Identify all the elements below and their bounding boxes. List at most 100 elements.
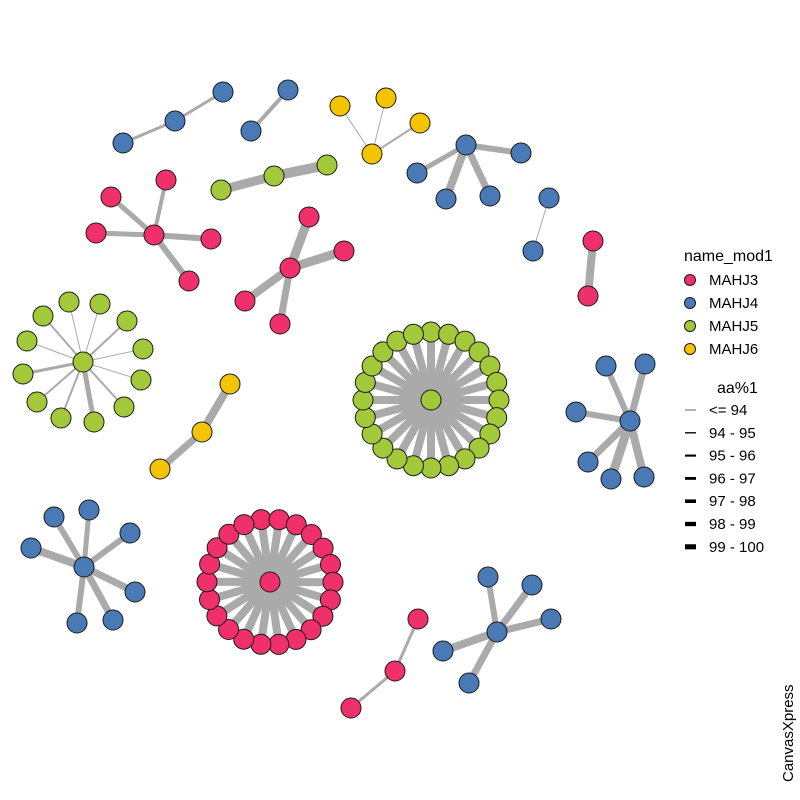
graph-node-mahj4[interactable] bbox=[595, 355, 617, 377]
edge-legend-item[interactable]: <= 94 bbox=[685, 402, 747, 419]
graph-node-mahj3[interactable] bbox=[300, 619, 322, 641]
graph-node-mahj5[interactable] bbox=[72, 351, 94, 373]
graph-node-mahj3[interactable] bbox=[196, 571, 218, 593]
graph-node-mahj5[interactable] bbox=[352, 389, 374, 411]
edge-legend-item[interactable]: 96 - 97 bbox=[685, 470, 756, 487]
graph-node-mahj3[interactable] bbox=[582, 230, 604, 252]
graph-node-mahj4[interactable] bbox=[43, 506, 65, 528]
graph-node-mahj4[interactable] bbox=[577, 451, 599, 473]
graph-node-mahj5[interactable] bbox=[372, 437, 394, 459]
node-legend-item[interactable]: MAHJ5 bbox=[684, 318, 759, 335]
graph-node-mahj5[interactable] bbox=[454, 330, 476, 352]
graph-node-mahj6[interactable] bbox=[219, 373, 241, 395]
edge-legend-item[interactable]: 97 - 98 bbox=[685, 493, 756, 510]
graph-node-mahj3[interactable] bbox=[233, 514, 255, 536]
graph-node-mahj4[interactable] bbox=[633, 466, 655, 488]
graph-node-mahj4[interactable] bbox=[479, 185, 501, 207]
graph-node-mahj5[interactable] bbox=[16, 330, 38, 352]
graph-node-mahj4[interactable] bbox=[634, 353, 656, 375]
graph-node-mahj5[interactable] bbox=[488, 389, 510, 411]
graph-node-mahj5[interactable] bbox=[26, 391, 48, 413]
graph-node-mahj4[interactable] bbox=[486, 621, 508, 643]
graph-node-mahj3[interactable] bbox=[312, 605, 334, 627]
graph-node-mahj5[interactable] bbox=[468, 341, 490, 363]
graph-node-mahj3[interactable] bbox=[155, 169, 177, 191]
graph-node-mahj4[interactable] bbox=[455, 134, 477, 156]
graph-node-mahj3[interactable] bbox=[233, 628, 255, 650]
graph-node-mahj5[interactable] bbox=[402, 323, 424, 345]
graph-node-mahj4[interactable] bbox=[78, 499, 100, 521]
graph-node-mahj4[interactable] bbox=[20, 537, 42, 559]
graph-node-mahj3[interactable] bbox=[384, 660, 406, 682]
node-legend-item[interactable]: MAHJ4 bbox=[684, 295, 759, 312]
graph-node-mahj4[interactable] bbox=[277, 79, 299, 101]
graph-node-mahj3[interactable] bbox=[340, 697, 362, 719]
graph-node-mahj4[interactable] bbox=[538, 187, 560, 209]
graph-node-mahj5[interactable] bbox=[361, 355, 383, 377]
graph-node-mahj3[interactable] bbox=[300, 524, 322, 545]
graph-node-mahj3[interactable] bbox=[218, 523, 240, 545]
graph-node-mahj4[interactable] bbox=[164, 110, 186, 132]
graph-node-mahj5[interactable] bbox=[420, 389, 442, 411]
graph-node-mahj5[interactable] bbox=[263, 165, 285, 187]
graph-node-mahj3[interactable] bbox=[259, 571, 281, 593]
graph-node-mahj6[interactable] bbox=[409, 112, 431, 134]
graph-node-mahj4[interactable] bbox=[112, 132, 134, 154]
graph-node-mahj3[interactable] bbox=[100, 186, 122, 208]
graph-node-mahj4[interactable] bbox=[432, 640, 454, 662]
graph-node-mahj3[interactable] bbox=[333, 240, 355, 262]
graph-node-mahj4[interactable] bbox=[477, 566, 499, 588]
graph-node-mahj4[interactable] bbox=[435, 188, 457, 210]
graph-node-mahj5[interactable] bbox=[50, 407, 72, 429]
graph-node-mahj5[interactable] bbox=[438, 455, 460, 477]
graph-node-mahj4[interactable] bbox=[102, 609, 124, 631]
graph-node-mahj3[interactable] bbox=[285, 514, 307, 536]
edge-legend-item[interactable]: 94 - 95 bbox=[685, 425, 756, 442]
graph-node-mahj5[interactable] bbox=[210, 179, 232, 201]
graph-node-mahj4[interactable] bbox=[540, 608, 562, 630]
graph-node-mahj3[interactable] bbox=[143, 224, 165, 246]
graph-node-mahj6[interactable] bbox=[361, 143, 383, 165]
graph-node-mahj5[interactable] bbox=[132, 338, 154, 360]
graph-node-mahj4[interactable] bbox=[406, 162, 428, 184]
graph-node-mahj3[interactable] bbox=[85, 222, 107, 244]
graph-node-mahj5[interactable] bbox=[486, 371, 508, 393]
edge-legend-item[interactable]: 98 - 99 bbox=[685, 516, 756, 533]
graph-node-mahj5[interactable] bbox=[116, 310, 138, 332]
node-legend-item[interactable]: MAHJ6 bbox=[684, 341, 759, 358]
node-legend-item[interactable]: MAHJ3 bbox=[684, 272, 759, 289]
graph-node-mahj4[interactable] bbox=[73, 556, 95, 578]
graph-node-mahj5[interactable] bbox=[316, 154, 338, 176]
graph-node-mahj3[interactable] bbox=[218, 619, 240, 640]
graph-node-mahj5[interactable] bbox=[89, 293, 111, 315]
graph-node-mahj5[interactable] bbox=[479, 423, 501, 445]
graph-node-mahj6[interactable] bbox=[191, 421, 213, 443]
graph-node-mahj5[interactable] bbox=[354, 407, 376, 429]
graph-node-mahj5[interactable] bbox=[468, 437, 490, 459]
graph-node-mahj3[interactable] bbox=[320, 553, 341, 575]
graph-node-mahj3[interactable] bbox=[206, 537, 228, 559]
graph-node-mahj3[interactable] bbox=[322, 571, 344, 593]
graph-node-mahj3[interactable] bbox=[298, 206, 320, 228]
graph-node-mahj4[interactable] bbox=[600, 468, 622, 490]
graph-node-mahj6[interactable] bbox=[375, 87, 397, 109]
graph-node-mahj4[interactable] bbox=[565, 401, 587, 423]
graph-node-mahj5[interactable] bbox=[420, 457, 442, 479]
graph-node-mahj3[interactable] bbox=[279, 257, 301, 279]
graph-node-mahj3[interactable] bbox=[178, 270, 200, 292]
graph-node-mahj4[interactable] bbox=[124, 581, 146, 603]
graph-node-mahj4[interactable] bbox=[521, 574, 543, 596]
graph-node-mahj4[interactable] bbox=[66, 612, 88, 634]
graph-node-mahj5[interactable] bbox=[83, 411, 105, 433]
graph-node-mahj3[interactable] bbox=[199, 589, 220, 611]
graph-node-mahj4[interactable] bbox=[212, 81, 234, 103]
graph-node-mahj6[interactable] bbox=[149, 458, 171, 480]
edge-legend-item[interactable]: 99 - 100 bbox=[685, 539, 764, 556]
graph-node-mahj5[interactable] bbox=[12, 363, 34, 385]
graph-node-mahj4[interactable] bbox=[619, 410, 641, 432]
graph-node-mahj5[interactable] bbox=[113, 396, 135, 418]
graph-node-mahj3[interactable] bbox=[577, 285, 599, 307]
graph-node-mahj5[interactable] bbox=[372, 341, 394, 363]
graph-node-mahj3[interactable] bbox=[234, 290, 256, 312]
graph-node-mahj5[interactable] bbox=[130, 369, 152, 391]
